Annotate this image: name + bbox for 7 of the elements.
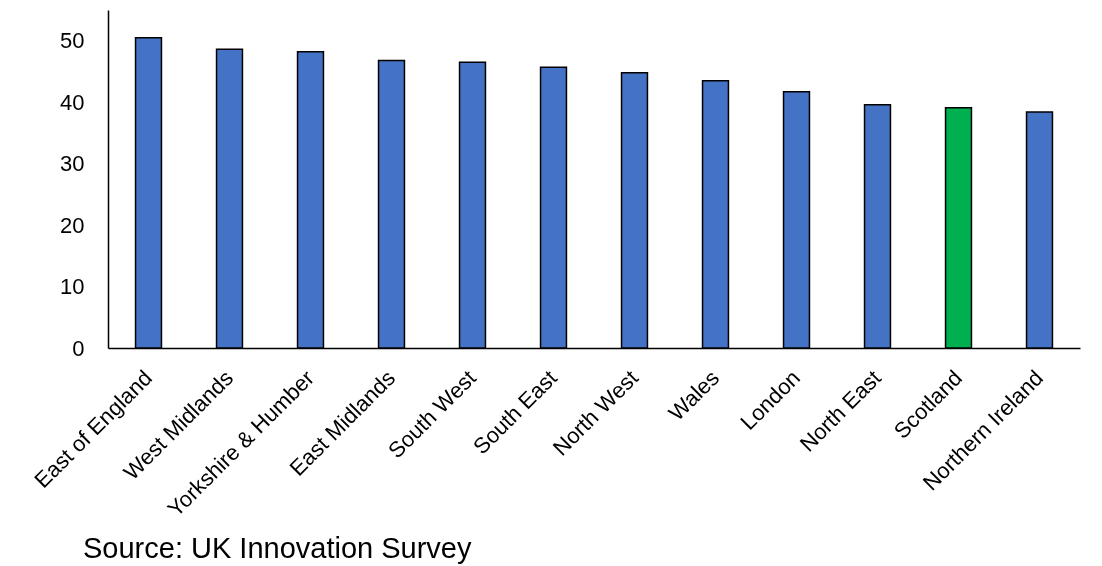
- source-note: Source: UK Innovation Survey: [83, 532, 472, 564]
- y-tick-label: 20: [60, 212, 85, 238]
- y-tick-label: 30: [60, 151, 85, 177]
- y-tick-label: 50: [60, 28, 85, 54]
- y-tick-label: 10: [60, 274, 85, 300]
- y-tick-label: 40: [60, 89, 85, 115]
- y-tick-label: 0: [72, 335, 85, 361]
